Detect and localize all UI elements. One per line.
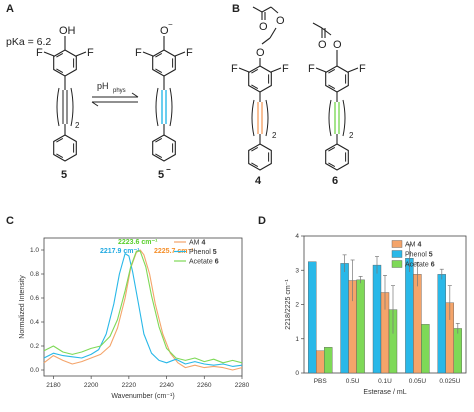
legend-label: AM 4 bbox=[189, 239, 205, 246]
y-axis-label: Normalized Intensity bbox=[19, 275, 26, 339]
legend-label: AM 4 bbox=[405, 241, 421, 248]
compound-number-4: 4 bbox=[255, 175, 262, 187]
x-tick-label: 0.05U bbox=[409, 378, 427, 385]
legend-label: Acetate 6 bbox=[189, 258, 219, 265]
y-tick-label: 0.6 bbox=[30, 295, 39, 302]
peak-annotation: 2223.6 cm⁻¹ bbox=[118, 239, 158, 246]
bar bbox=[356, 279, 365, 374]
molecule-am-4: O O O F F 2 4 bbox=[231, 6, 289, 187]
panel-letter-c: C bbox=[6, 215, 14, 227]
reaction-subscript: phys bbox=[113, 88, 126, 94]
y-tick-label: 0 bbox=[295, 370, 299, 377]
x-tick-label: 0.025U bbox=[439, 378, 460, 385]
panel-letter-b: B bbox=[232, 3, 240, 15]
bar bbox=[372, 264, 382, 374]
y-tick-label: 0.0 bbox=[30, 367, 39, 374]
bar bbox=[453, 328, 462, 374]
repeat-label: 2 bbox=[75, 121, 80, 130]
reaction-label: pH bbox=[97, 81, 109, 91]
compound-charge: − bbox=[166, 165, 171, 174]
y-tick-label: 0.2 bbox=[30, 343, 39, 350]
atom-o-carbonyl: O bbox=[259, 21, 268, 33]
legend-swatch bbox=[391, 260, 403, 268]
equilibrium-arrow: pH phys bbox=[91, 81, 139, 107]
x-axis-label: Wavenumber (cm⁻¹) bbox=[111, 393, 174, 400]
legend-swatch bbox=[391, 240, 403, 248]
atom-o-ether: O bbox=[256, 47, 265, 59]
y-tick-label: 1 bbox=[295, 336, 299, 343]
pka-label: pKa = 6.2 bbox=[6, 36, 51, 48]
legend-label: Acetate 6 bbox=[405, 261, 435, 268]
bar bbox=[316, 350, 325, 374]
peak-annotation: 2217.9 cm⁻¹ bbox=[100, 248, 140, 255]
series-line bbox=[43, 249, 243, 371]
bar bbox=[308, 261, 317, 374]
molecule-phenolate-5: O − F F 5 − bbox=[135, 20, 193, 181]
atom-o-minus: O bbox=[160, 25, 169, 37]
compound-number-5: 5 bbox=[61, 169, 67, 181]
panel-letter-d: D bbox=[258, 215, 266, 227]
y-tick-label: 0.8 bbox=[30, 271, 39, 278]
bar bbox=[405, 258, 414, 374]
atom-oh: OH bbox=[59, 25, 76, 37]
chart-d: 0 1 2 3 4 2218/2225 cm⁻¹ Esterase / mL PBS 0.5U 0… bbox=[285, 233, 467, 396]
bar bbox=[437, 274, 446, 374]
y-tick-label: 2 bbox=[295, 302, 299, 309]
atom-f-left: F bbox=[135, 47, 142, 59]
y-tick-label: 0.4 bbox=[30, 319, 39, 326]
x-tick-label: 2200 bbox=[84, 382, 99, 389]
atom-f-right: F bbox=[359, 63, 366, 75]
x-tick-label: 2280 bbox=[235, 382, 250, 389]
atom-o-charge: − bbox=[168, 20, 173, 29]
compound-number-6: 6 bbox=[332, 175, 338, 187]
compound-number-5-minus: 5 bbox=[158, 169, 164, 181]
x-tick-label: 0.1U bbox=[378, 378, 392, 385]
panel-b: B O O O F F 2 4 bbox=[231, 3, 366, 187]
x-tick-label: 2220 bbox=[122, 382, 137, 389]
x-tick-label: 0.5U bbox=[346, 378, 360, 385]
x-tick-label: 2240 bbox=[159, 382, 174, 389]
bar bbox=[421, 324, 430, 374]
legend-label: Phenol 5 bbox=[405, 251, 433, 258]
y-tick-label: 4 bbox=[295, 233, 299, 240]
y-tick-label: 3 bbox=[295, 267, 299, 274]
y-axis-label: 2218/2225 cm⁻¹ bbox=[285, 279, 292, 330]
legend-label: Phenol 5 bbox=[189, 249, 217, 256]
atom-f-right: F bbox=[87, 47, 94, 59]
atom-f-left: F bbox=[36, 47, 43, 59]
bar bbox=[413, 274, 422, 374]
atom-o-carbonyl: O bbox=[318, 39, 327, 51]
molecule-acetate-6: O O F F 2 6 bbox=[308, 22, 366, 187]
atom-f-right: F bbox=[282, 63, 289, 75]
panel-letter-a: A bbox=[6, 3, 14, 15]
atom-f-left: F bbox=[308, 63, 315, 75]
x-axis-label: Esterase / mL bbox=[363, 389, 406, 396]
molecule-phenol-5: OH F F 2 5 bbox=[36, 25, 94, 181]
repeat-label: 2 bbox=[349, 131, 354, 140]
x-tick-label: 2260 bbox=[197, 382, 212, 389]
atom-f-right: F bbox=[186, 47, 193, 59]
repeat-label: 2 bbox=[272, 131, 277, 140]
atom-f-left: F bbox=[231, 63, 238, 75]
atom-o-ester: O bbox=[333, 39, 342, 51]
atom-o-ester: O bbox=[276, 15, 285, 27]
legend-swatch bbox=[391, 250, 403, 258]
y-tick-label: 1.0 bbox=[30, 247, 39, 254]
bar bbox=[340, 263, 349, 374]
bar bbox=[324, 347, 333, 374]
panel-a: A pKa = 6.2 OH F F 2 5 pH phys bbox=[6, 3, 193, 181]
chart-c: 2180 2200 2220 2240 2260 2280 0.0 0.2 0.4 0.6 0.8 1… bbox=[19, 237, 250, 400]
series-line bbox=[43, 253, 243, 367]
plot-frame bbox=[43, 237, 243, 377]
x-tick-label: PBS bbox=[314, 378, 328, 385]
series-line bbox=[43, 250, 243, 364]
x-tick-label: 2180 bbox=[46, 382, 61, 389]
